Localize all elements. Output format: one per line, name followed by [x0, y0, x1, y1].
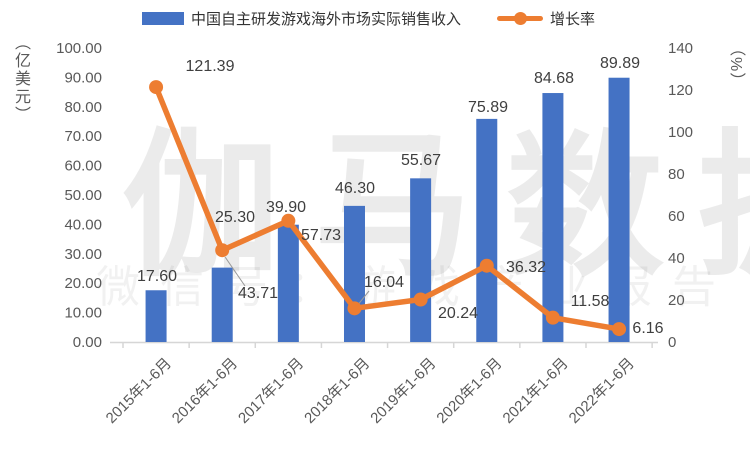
svg-text:30.00: 30.00	[64, 246, 102, 263]
legend-item-growth: 增长率	[497, 8, 595, 29]
svg-text:39.90: 39.90	[266, 199, 306, 216]
svg-text:2022年1-6月: 2022年1-6月	[566, 355, 638, 427]
svg-text:55.67: 55.67	[401, 152, 441, 169]
svg-text:50.00: 50.00	[64, 187, 102, 204]
svg-text:40: 40	[668, 250, 685, 267]
svg-text:121.39: 121.39	[186, 58, 235, 75]
svg-text:36.32: 36.32	[506, 259, 546, 276]
svg-text:84.68: 84.68	[534, 70, 574, 87]
svg-text:16.04: 16.04	[364, 274, 404, 291]
svg-text:17.60: 17.60	[137, 268, 177, 285]
svg-text:140: 140	[668, 40, 693, 57]
svg-text:2017年1-6月: 2017年1-6月	[235, 355, 307, 427]
svg-text:10.00: 10.00	[64, 305, 102, 322]
svg-text:90.00: 90.00	[64, 69, 102, 86]
svg-text:2015年1-6月: 2015年1-6月	[103, 355, 175, 427]
svg-text:46.30: 46.30	[335, 180, 375, 197]
svg-text:75.89: 75.89	[468, 99, 508, 116]
legend-item-revenue: 中国自主研发游戏海外市场实际销售收入	[142, 8, 461, 29]
legend-label-growth: 增长率	[550, 11, 596, 28]
svg-text:20.24: 20.24	[438, 305, 478, 322]
line-marker-icon	[513, 12, 527, 25]
svg-text:20.00: 20.00	[64, 275, 102, 292]
svg-text:89.89: 89.89	[600, 55, 640, 72]
svg-text:2019年1-6月: 2019年1-6月	[367, 355, 439, 427]
svg-text:60.00: 60.00	[64, 158, 102, 175]
svg-text:0.00: 0.00	[73, 334, 102, 351]
line-series-swatch-icon	[497, 12, 544, 25]
right-axis-unit-label: （%）	[727, 40, 744, 90]
svg-text:2016年1-6月: 2016年1-6月	[169, 355, 241, 427]
svg-text:60: 60	[668, 208, 685, 225]
legend-label-revenue: 中国自主研发游戏海外市场实际销售收入	[191, 11, 462, 28]
svg-text:100: 100	[668, 124, 693, 141]
svg-text:70.00: 70.00	[64, 128, 102, 145]
svg-text:43.71: 43.71	[238, 285, 278, 302]
svg-text:11.58: 11.58	[571, 293, 610, 310]
svg-text:20: 20	[668, 292, 685, 309]
svg-text:100.00: 100.00	[56, 40, 102, 57]
svg-text:6.16: 6.16	[632, 320, 663, 337]
svg-text:2018年1-6月: 2018年1-6月	[301, 355, 373, 427]
svg-text:120: 120	[668, 82, 693, 99]
bar-series-swatch-icon	[142, 12, 184, 25]
svg-text:2021年1-6月: 2021年1-6月	[500, 355, 572, 427]
svg-text:57.73: 57.73	[301, 227, 341, 244]
svg-text:80: 80	[668, 166, 685, 183]
svg-text:25.30: 25.30	[215, 209, 255, 226]
svg-text:80.00: 80.00	[64, 99, 102, 116]
svg-text:2020年1-6月: 2020年1-6月	[433, 355, 505, 427]
svg-text:0: 0	[668, 334, 676, 351]
left-axis-unit-label: （亿美元）	[12, 34, 29, 124]
svg-text:40.00: 40.00	[64, 216, 102, 233]
chart-legend: 中国自主研发游戏海外市场实际销售收入 增长率	[142, 8, 595, 29]
